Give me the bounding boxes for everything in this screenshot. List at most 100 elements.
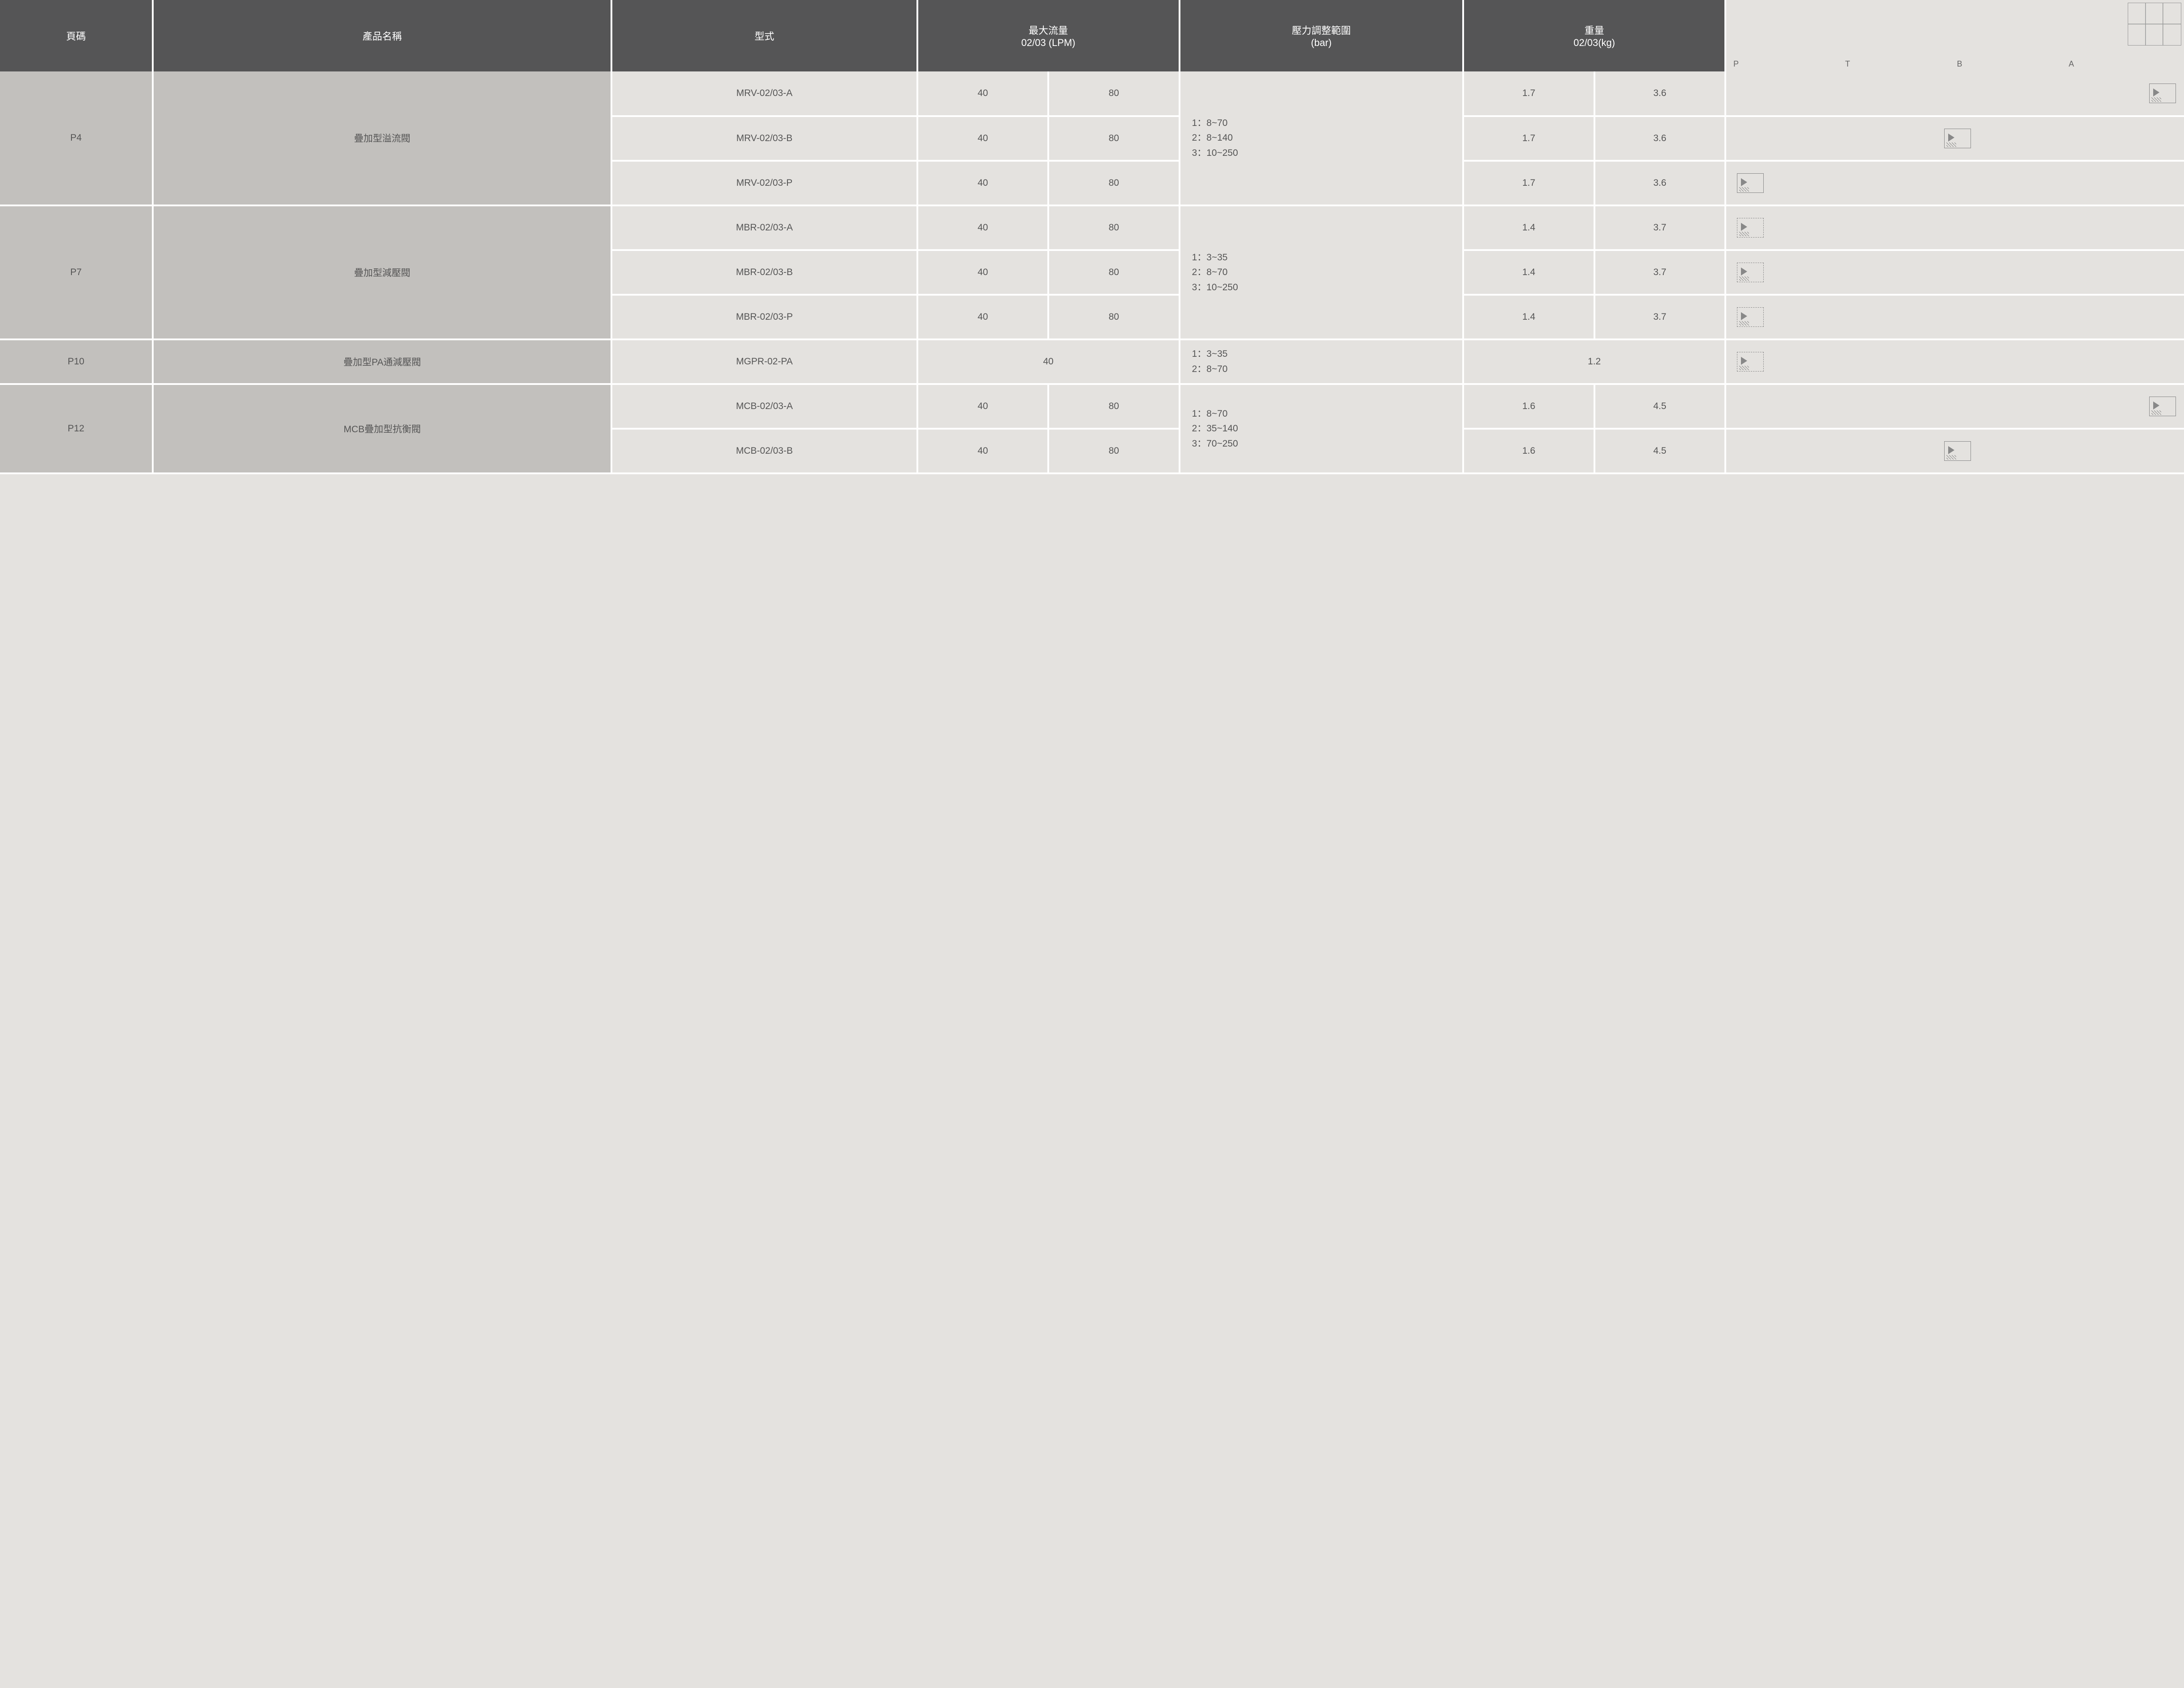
- model-cell: MCB-02/03-A: [611, 384, 917, 429]
- product-name-cell: 疊加型PA通減壓閥: [153, 339, 611, 384]
- table-row: P4疊加型溢流閥MRV-02/03-A40801：8~702：8~1403：10…: [0, 71, 2184, 116]
- flow03-cell: 80: [1048, 295, 1179, 339]
- pressure-cell: 1：3~352：8~70: [1180, 339, 1464, 384]
- port-labels: P T B A: [1726, 59, 2184, 69]
- table-row: P7疊加型減壓閥MBR-02/03-A40801：3~352：8~703：10~…: [0, 205, 2184, 250]
- table-row: P10疊加型PA通減壓閥MGPR-02-PA401：3~352：8~701.2: [0, 339, 2184, 384]
- pressure-line: 1：8~70: [1183, 406, 1460, 422]
- schematic-cell: [1725, 205, 2184, 250]
- port-p: P: [1733, 59, 1845, 69]
- flow03-cell: 80: [1048, 250, 1179, 295]
- flow02-cell: 40: [917, 250, 1048, 295]
- table-body: P4疊加型溢流閥MRV-02/03-A40801：8~702：8~1403：10…: [0, 71, 2184, 473]
- weight02-cell: 1.7: [1463, 116, 1594, 161]
- port-a: A: [2069, 59, 2180, 69]
- col-diagram: P T B A: [1725, 0, 2184, 71]
- col-page: 頁碼: [0, 0, 153, 71]
- flow03-cell: 80: [1048, 161, 1179, 205]
- flow-merged-cell: 40: [917, 339, 1180, 384]
- col-press-l1: 壓力調整範圍: [1184, 23, 1459, 37]
- product-name-cell: 疊加型溢流閥: [153, 71, 611, 205]
- schematic-cell: [1725, 339, 2184, 384]
- pressure-line: 2：8~70: [1183, 265, 1460, 280]
- flow02-cell: 40: [917, 71, 1048, 116]
- valve-spec-table: 頁碼 產品名稱 型式 最大流量 02/03 (LPM) 壓力調整範圍 (bar)…: [0, 0, 2184, 474]
- weight03-cell: 3.7: [1594, 295, 1725, 339]
- product-name-cell: MCB疊加型抗衡閥: [153, 384, 611, 473]
- pressure-cell: 1：3~352：8~703：10~250: [1180, 205, 1464, 339]
- weight02-cell: 1.4: [1463, 250, 1594, 295]
- pressure-line: 3：70~250: [1183, 436, 1460, 451]
- col-pressure: 壓力調整範圍 (bar): [1180, 0, 1464, 71]
- schematic-cell: [1725, 384, 2184, 429]
- weight02-cell: 1.4: [1463, 205, 1594, 250]
- col-press-l2: (bar): [1184, 37, 1459, 49]
- pressure-line: 3：10~250: [1183, 280, 1460, 295]
- schematic-cell: [1725, 71, 2184, 116]
- weight03-cell: 3.7: [1594, 205, 1725, 250]
- weight02-cell: 1.4: [1463, 295, 1594, 339]
- valve-symbol-icon: [1944, 129, 1971, 148]
- model-cell: MRV-02/03-P: [611, 161, 917, 205]
- flow02-cell: 40: [917, 295, 1048, 339]
- pressure-cell: 1：8~702：8~1403：10~250: [1180, 71, 1464, 205]
- header-schematic-icon: [2128, 3, 2181, 46]
- flow03-cell: 80: [1048, 205, 1179, 250]
- weight03-cell: 3.7: [1594, 250, 1725, 295]
- model-cell: MRV-02/03-B: [611, 116, 917, 161]
- model-cell: MRV-02/03-A: [611, 71, 917, 116]
- schematic-cell: [1725, 250, 2184, 295]
- page-cell: P10: [0, 339, 153, 384]
- pressure-line: 3：10~250: [1183, 146, 1460, 161]
- schematic-cell: [1725, 116, 2184, 161]
- page-cell: P4: [0, 71, 153, 205]
- col-weight: 重量 02/03(kg): [1463, 0, 1725, 71]
- model-cell: MBR-02/03-A: [611, 205, 917, 250]
- pressure-line: 2：35~140: [1183, 421, 1460, 436]
- valve-symbol-icon: [1737, 352, 1764, 372]
- schematic-cell: [1725, 429, 2184, 473]
- flow02-cell: 40: [917, 384, 1048, 429]
- weight03-cell: 3.6: [1594, 161, 1725, 205]
- port-t: T: [1845, 59, 1957, 69]
- flow03-cell: 80: [1048, 71, 1179, 116]
- pressure-line: 1：8~70: [1183, 116, 1460, 131]
- weight02-cell: 1.6: [1463, 384, 1594, 429]
- weight03-cell: 3.6: [1594, 116, 1725, 161]
- flow03-cell: 80: [1048, 429, 1179, 473]
- flow02-cell: 40: [917, 161, 1048, 205]
- pressure-line: 2：8~140: [1183, 130, 1460, 146]
- header-row: 頁碼 產品名稱 型式 最大流量 02/03 (LPM) 壓力調整範圍 (bar)…: [0, 0, 2184, 71]
- page-cell: P12: [0, 384, 153, 473]
- pressure-cell: 1：8~702：35~1403：70~250: [1180, 384, 1464, 473]
- pressure-line: 1：3~35: [1183, 347, 1460, 362]
- table-row: P12MCB疊加型抗衡閥MCB-02/03-A40801：8~702：35~14…: [0, 384, 2184, 429]
- flow02-cell: 40: [917, 205, 1048, 250]
- valve-symbol-icon: [2149, 397, 2176, 416]
- col-flow-l2: 02/03 (LPM): [922, 37, 1175, 49]
- schematic-cell: [1725, 161, 2184, 205]
- weight02-cell: 1.7: [1463, 71, 1594, 116]
- weight02-cell: 1.6: [1463, 429, 1594, 473]
- page-cell: P7: [0, 205, 153, 339]
- flow02-cell: 40: [917, 116, 1048, 161]
- pressure-line: 1：3~35: [1183, 250, 1460, 265]
- port-b: B: [1957, 59, 2069, 69]
- weight03-cell: 3.6: [1594, 71, 1725, 116]
- valve-symbol-icon: [1737, 307, 1764, 327]
- pressure-line: 2：8~70: [1183, 362, 1460, 377]
- col-name: 產品名稱: [153, 0, 611, 71]
- col-type: 型式: [611, 0, 917, 71]
- valve-symbol-icon: [1737, 218, 1764, 238]
- valve-symbol-icon: [1944, 441, 1971, 461]
- valve-symbol-icon: [1737, 173, 1764, 193]
- valve-symbol-icon: [2149, 84, 2176, 103]
- col-weight-l2: 02/03(kg): [1468, 37, 1721, 49]
- model-cell: MCB-02/03-B: [611, 429, 917, 473]
- product-name-cell: 疊加型減壓閥: [153, 205, 611, 339]
- col-weight-l1: 重量: [1468, 23, 1721, 37]
- col-flow: 最大流量 02/03 (LPM): [917, 0, 1180, 71]
- weight02-cell: 1.7: [1463, 161, 1594, 205]
- schematic-cell: [1725, 295, 2184, 339]
- weight03-cell: 4.5: [1594, 429, 1725, 473]
